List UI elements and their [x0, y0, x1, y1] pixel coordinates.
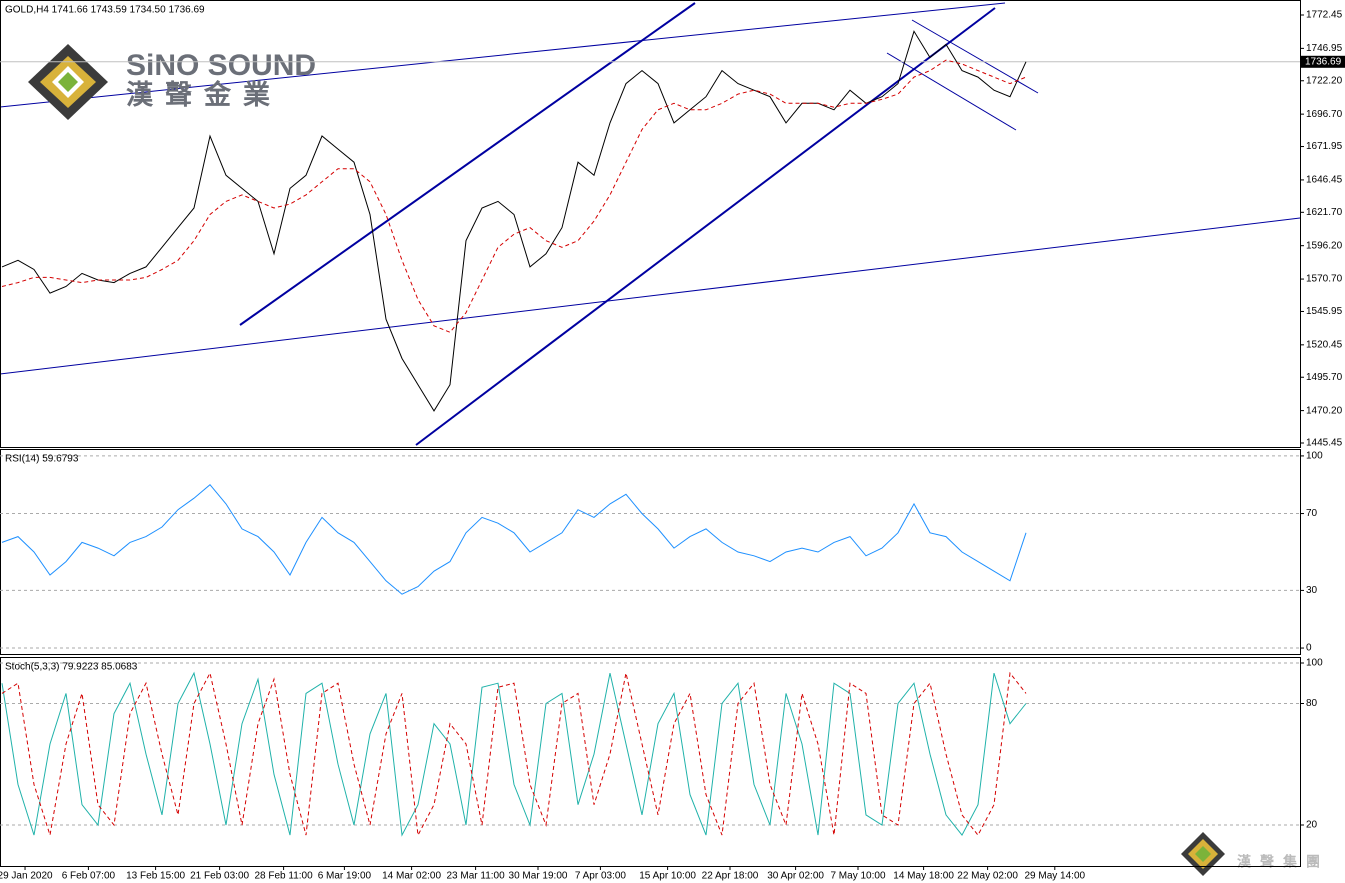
x-tick-label: 23 Mar 11:00 — [447, 871, 506, 882]
panel-frame — [0, 0, 1301, 448]
x-tick-label: 30 Apr 02:00 — [767, 871, 824, 882]
y-tick-label: 20 — [1306, 820, 1318, 831]
panel-title: GOLD,H4 1741.66 1743.59 1734.50 1736.69 — [5, 5, 205, 16]
series-line — [1, 671, 1027, 837]
y-tick-label: 100 — [1306, 451, 1323, 462]
x-tick-label: 6 Feb 07:00 — [62, 871, 116, 882]
x-tick-label: 7 Apr 03:00 — [575, 871, 627, 882]
y-tick-label: 100 — [1306, 658, 1323, 669]
series-line — [1, 59, 1027, 333]
series-line — [1, 30, 1027, 412]
x-tick-label: 29 Jan 2020 — [0, 871, 53, 882]
x-tick-label: 7 May 10:00 — [830, 871, 885, 882]
y-tick-label: 1570.70 — [1306, 274, 1343, 285]
x-tick-label: 22 Apr 18:00 — [702, 871, 759, 882]
last-price-box — [1301, 55, 1345, 68]
y-tick-label: 1646.45 — [1306, 175, 1343, 186]
y-tick-label: 1470.20 — [1306, 405, 1343, 416]
panel-frame — [0, 657, 1301, 867]
y-tick-label: 1746.95 — [1306, 43, 1343, 54]
y-tick-label: 1596.20 — [1306, 240, 1343, 251]
series-line — [1, 483, 1027, 595]
last-price-label: 1736.69 — [1305, 56, 1342, 67]
y-tick-label: 70 — [1306, 508, 1318, 519]
series-line — [1, 671, 1027, 837]
y-tick-label: 80 — [1306, 698, 1318, 709]
panel-title: Stoch(5,3,3) 79.9223 85.0683 — [5, 662, 138, 673]
logo-name: SiNO SOUND — [126, 49, 316, 82]
y-tick-label: 1722.20 — [1306, 75, 1343, 86]
y-tick-label: 1445.45 — [1306, 438, 1343, 449]
y-tick-label: 1772.45 — [1306, 10, 1343, 21]
y-tick-label: 1495.70 — [1306, 372, 1343, 383]
x-tick-label: 29 May 14:00 — [1024, 871, 1085, 882]
x-tick-label: 21 Feb 03:00 — [190, 871, 249, 882]
panel-frame — [0, 449, 1301, 655]
panel-title: RSI(14) 59.6793 — [5, 454, 79, 465]
y-tick-label: 0 — [1306, 643, 1312, 654]
x-tick-label: 28 Feb 11:00 — [254, 871, 313, 882]
x-tick-label: 22 May 02:00 — [957, 871, 1018, 882]
x-tick-label: 14 Mar 02:00 — [382, 871, 441, 882]
y-tick-label: 1696.70 — [1306, 109, 1343, 120]
y-tick-label: 1671.95 — [1306, 141, 1343, 152]
y-tick-label: 1520.45 — [1306, 339, 1343, 350]
logo: SiNO SOUND 漢聲金業 漢聲集團 — [28, 44, 1329, 876]
x-tick-label: 30 Mar 19:00 — [509, 871, 568, 882]
x-tick-label: 14 May 18:00 — [893, 871, 954, 882]
y-tick-label: 30 — [1306, 585, 1318, 596]
x-tick-label: 6 Mar 19:00 — [318, 871, 372, 882]
y-tick-label: 1545.95 — [1306, 306, 1343, 317]
x-tick-label: 15 Apr 10:00 — [639, 871, 696, 882]
footer-logo: 漢聲集團 — [1237, 854, 1329, 870]
logo-name-cn: 漢聲金業 — [126, 79, 282, 110]
x-tick-label: 13 Feb 15:00 — [126, 871, 185, 882]
y-tick-label: 1621.70 — [1306, 207, 1343, 218]
